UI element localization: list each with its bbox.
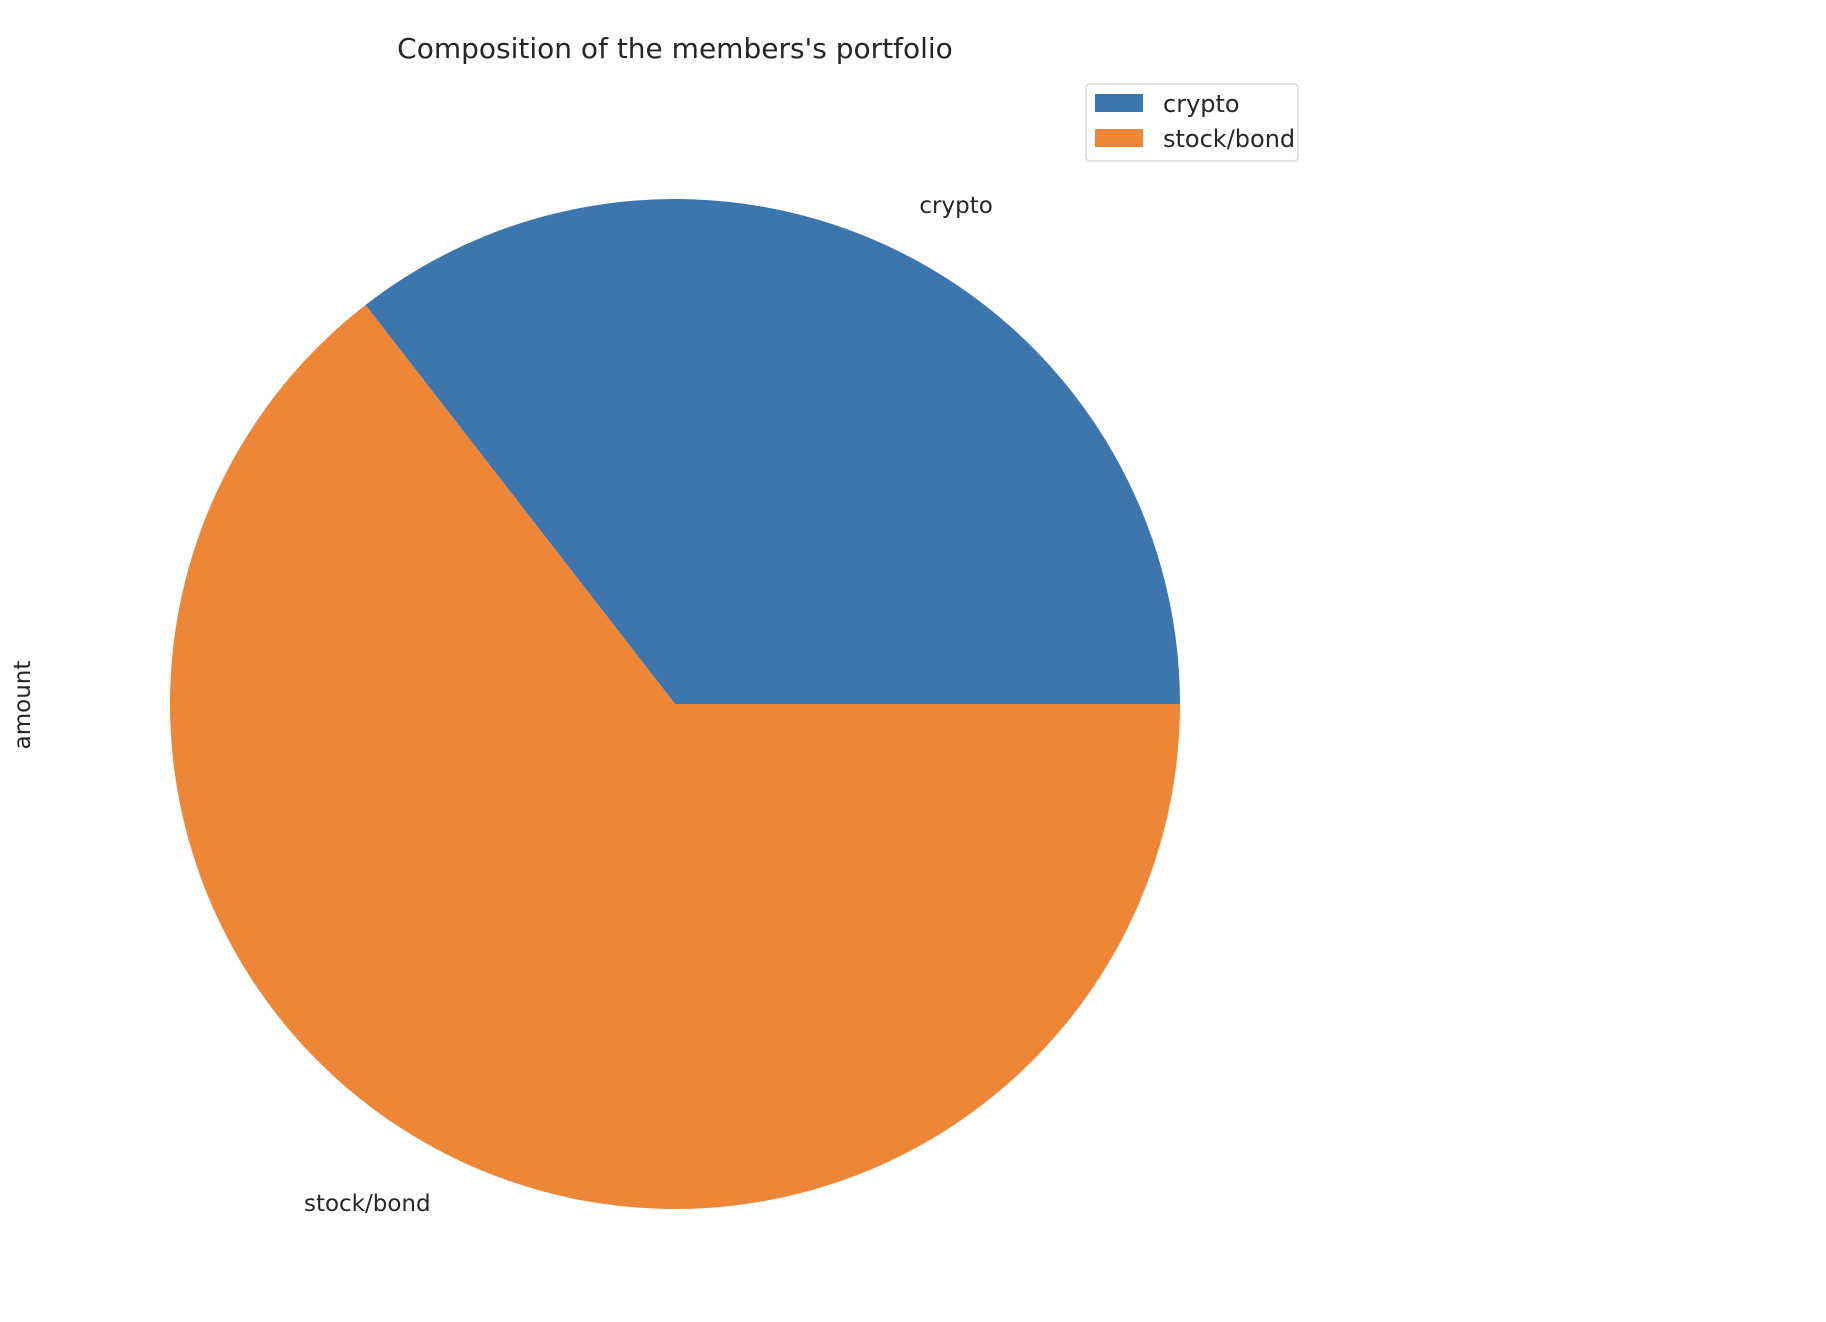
y-axis-label: amount bbox=[10, 661, 36, 750]
pie-slice-crypto bbox=[365, 199, 1180, 704]
legend: crypto stock/bond bbox=[1085, 83, 1299, 162]
legend-label-stock-bond: stock/bond bbox=[1163, 125, 1295, 153]
legend-entries: crypto stock/bond bbox=[1095, 90, 1295, 153]
slice-label-crypto: crypto bbox=[919, 193, 992, 219]
chart-title: Composition of the members's portfolio bbox=[397, 32, 953, 65]
pie-slice-stock-bond bbox=[169, 304, 1181, 1210]
pie-slices bbox=[169, 199, 1181, 1210]
slice-label-stock-bond: stock/bond bbox=[304, 1191, 431, 1217]
legend-swatch-stock-bond bbox=[1095, 129, 1143, 147]
pie-slice-labels: crypto stock/bond bbox=[304, 193, 993, 1217]
legend-label-crypto: crypto bbox=[1163, 90, 1240, 118]
legend-swatch-crypto bbox=[1095, 94, 1143, 112]
